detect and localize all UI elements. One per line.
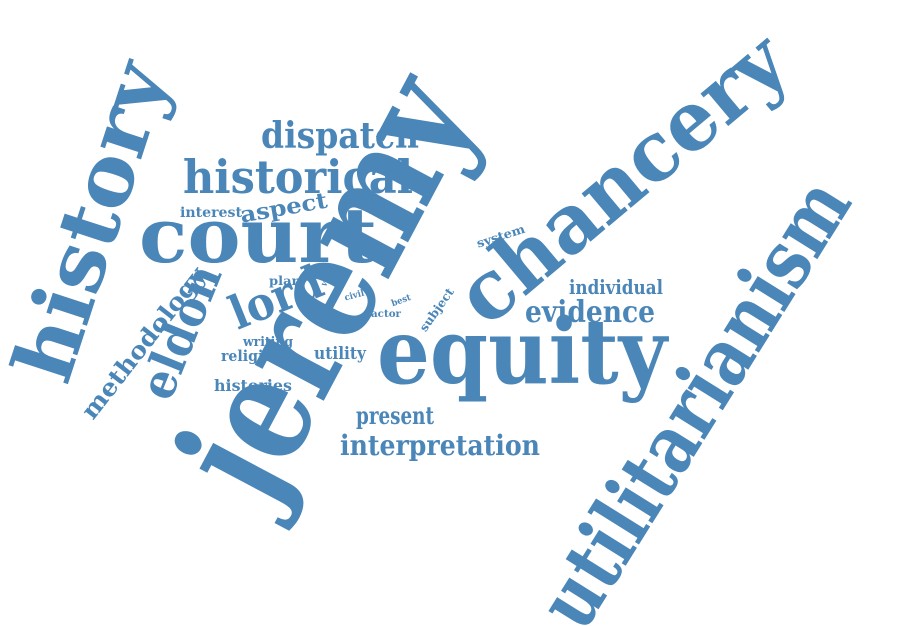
word-histories: histories [214,376,292,395]
word-writing: writing [242,335,293,350]
word-utility: utility [314,344,367,364]
word-actor: actor [371,309,402,320]
word-present: present [356,401,434,430]
word-dispatch: dispatch [261,115,419,157]
word-individual: individual [569,275,663,299]
word-interpretation: interpretation [340,429,540,462]
word-court: court [139,191,377,280]
word-evidence: evidence [525,295,655,330]
word-religion: religion [221,347,283,365]
word-interest: interest [180,205,243,221]
word-plan: plan [269,274,301,288]
word-historical: historical [183,150,413,204]
word-equity: equity [377,299,669,405]
